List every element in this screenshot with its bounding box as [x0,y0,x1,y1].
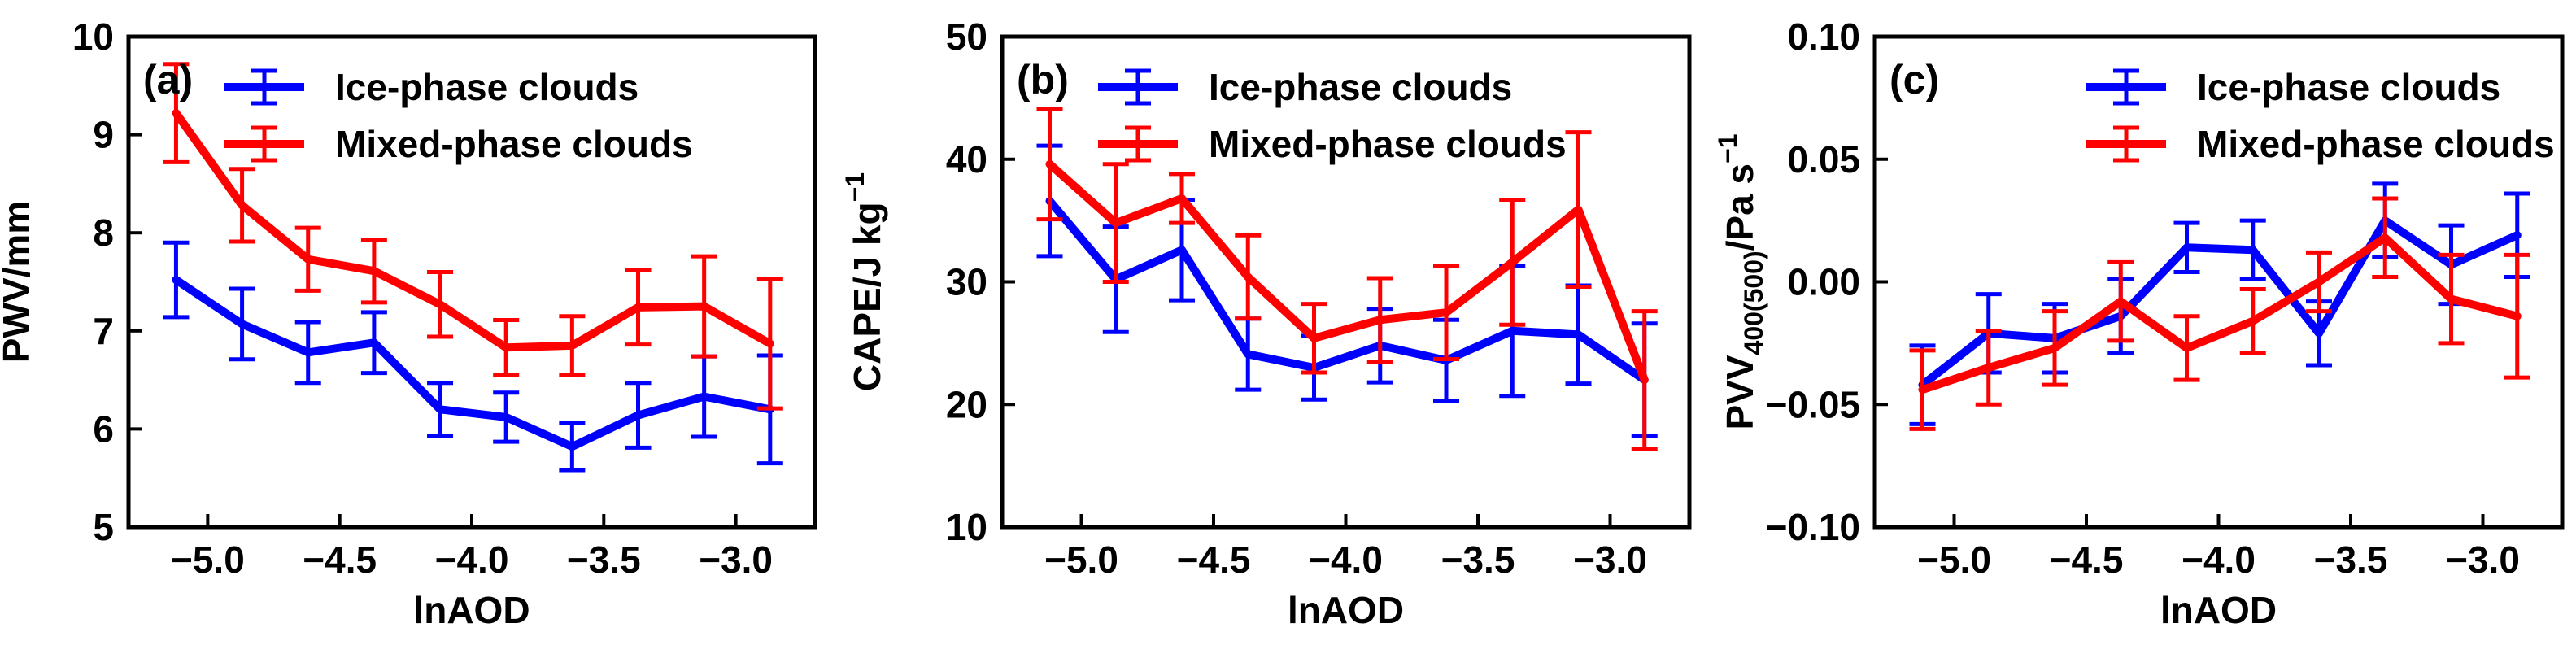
series-ice-phase [1036,143,1658,438]
legend-item-mixed-phase: Mixed-phase clouds [224,123,693,165]
plot-frame [1872,34,2565,530]
legend-item-mixed-phase: Mixed-phase clouds [2086,123,2555,165]
legend-label: Ice-phase clouds [335,66,639,108]
y-tick-label: 10 [946,506,987,548]
x-tick-label: −4.0 [2182,538,2256,581]
y-tick-label: 0.10 [1787,15,1860,58]
y-axis-label-superscript: −1 [840,172,870,202]
series-ice-phase [163,240,783,473]
x-tick-label: −3.0 [1573,538,1647,581]
y-tick-label: 20 [946,383,987,425]
y-tick-label: 7 [93,310,114,352]
y-tick-label: −0.05 [1766,383,1860,425]
chart-panel-2: −5.0 −4.5 −4.0 −3.5 −3.0 10 20 30 40 50 lnAOD CAPE/… [840,15,1692,631]
y-axis-label: PWV/mm [0,201,37,363]
x-tick-label: −3.5 [567,538,641,581]
y-tick-label: 9 [93,114,114,156]
x-tick-label: −4.5 [303,538,377,581]
x-axis-label: lnAOD [413,589,530,631]
y-tick-label: 8 [93,211,114,254]
y-tick-label: 0.05 [1787,138,1860,181]
y-tick-label: 50 [946,15,987,58]
y-axis-label-superscript: −1 [1713,133,1742,163]
y-tick-label: 40 [946,138,987,181]
panel-label: (b) [1017,57,1069,102]
y-tick-label: 6 [93,407,114,450]
legend: Ice-phase clouds Mixed-phase clouds [2086,66,2555,165]
series-mixed-phase [163,62,783,411]
panel-label: (c) [1890,57,1939,102]
series-line [172,109,774,352]
legend-label: Mixed-phase clouds [2197,123,2555,165]
x-axis-label: lnAOD [2160,589,2277,631]
legend: Ice-phase clouds Mixed-phase clouds [224,66,693,165]
series-line [1918,233,2522,394]
legend-item-ice-phase: Ice-phase clouds [1098,66,1512,108]
x-tick-label: −5.0 [1917,538,1991,581]
series-line [1045,197,1649,385]
legend-item-ice-phase: Ice-phase clouds [224,66,639,108]
series-mixed-phase [1036,107,1658,451]
legend-item-mixed-phase: Mixed-phase clouds [1098,123,1567,165]
y-axis-label-subscript: 400(500) [1739,251,1768,355]
y-tick-label: −0.10 [1766,506,1860,548]
legend: Ice-phase clouds Mixed-phase clouds [1098,66,1567,165]
y-axis-label: PVV400(500)/Pa s−1 [1713,133,1768,429]
plot-frame [126,34,817,530]
series-line [172,276,774,451]
chart-panel-3: −5.0 −4.5 −4.0 −3.5 −3.0 −0.10 −0.05 0.00 0.05 0.… [1713,15,2565,631]
legend-label: Mixed-phase clouds [335,123,693,165]
y-tick-label: 10 [72,15,114,58]
x-tick-label: −5.0 [171,538,245,581]
y-axis-label: CAPE/J kg−1 [840,172,888,391]
chart-panel-1: −5.0 −4.5 −4.0 −3.5 −3.0 5 6 7 8 9 10 lnAOD PWV/mm (a… [0,15,817,631]
x-tick-label: −4.0 [1309,538,1383,581]
series-line [1045,159,1649,385]
legend-item-ice-phase: Ice-phase clouds [2086,66,2500,108]
series-ice-phase [1909,181,2530,426]
x-tick-label: −4.5 [1177,538,1251,581]
x-tick-label: −3.0 [699,538,773,581]
y-axis-label-main: CAPE/J kg [846,202,888,391]
y-tick-label: 30 [946,261,987,303]
legend-label: Ice-phase clouds [1209,66,1512,108]
series-mixed-phase [1909,196,2530,431]
series-line [1918,216,2522,390]
y-axis-label-suffix: /Pa s [1719,163,1761,251]
x-tick-label: −4.0 [435,538,509,581]
y-axis-label-main: PVV [1719,355,1761,429]
panel-label: (a) [143,57,193,102]
y-tick-label: 0.00 [1787,261,1860,303]
legend-label: Mixed-phase clouds [1209,123,1567,165]
x-tick-label: −3.5 [1441,538,1515,581]
y-axis-label-main: PWV/mm [0,201,37,363]
x-tick-label: −3.0 [2446,538,2520,581]
y-tick-label: 5 [93,506,114,548]
x-tick-label: −4.5 [2050,538,2124,581]
x-axis-label: lnAOD [1288,589,1404,631]
legend-label: Ice-phase clouds [2197,66,2500,108]
x-tick-label: −3.5 [2314,538,2388,581]
x-tick-label: −5.0 [1044,538,1118,581]
